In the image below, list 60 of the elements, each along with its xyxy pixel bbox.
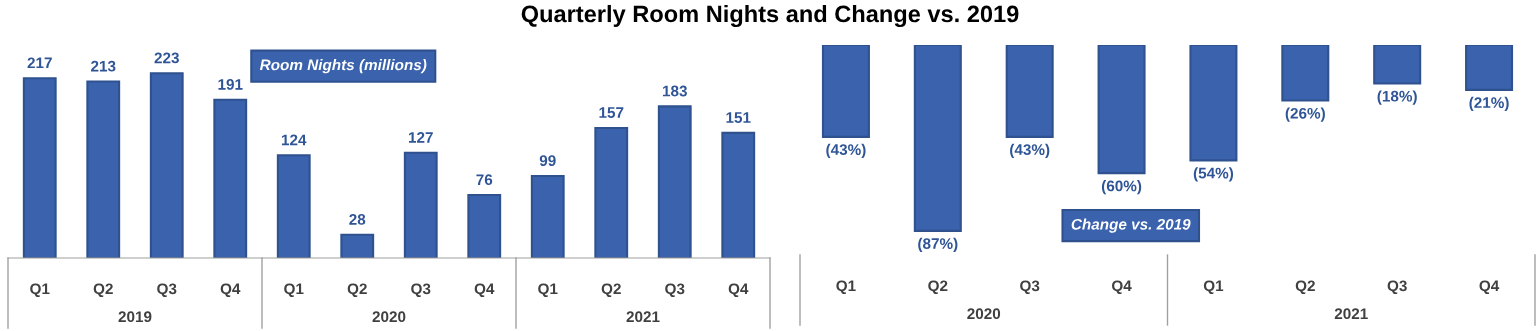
data-label: 151 (726, 112, 751, 123)
x-tick-label: Q1 (538, 283, 558, 298)
x-tick-label: Q4 (1479, 280, 1500, 295)
x-tick-label: Q3 (157, 283, 177, 298)
data-label: (60%) (1101, 180, 1142, 195)
bar (594, 126, 629, 258)
x-tick-label: Q2 (928, 280, 948, 295)
data-label: 157 (599, 107, 624, 118)
x-tick-label: Q3 (1020, 280, 1040, 295)
data-label: (43%) (826, 143, 866, 159)
x-tick-label: Q4 (1112, 280, 1132, 295)
data-label: 127 (408, 132, 433, 143)
bar (340, 233, 375, 258)
x-tick-label: Q2 (93, 283, 113, 298)
x-tick-label: Q4 (728, 283, 749, 298)
x-tick-label: Q2 (347, 283, 367, 298)
x-tick-label: Q2 (601, 283, 621, 298)
x-tick-label: Q2 (1295, 280, 1315, 295)
data-label: (43%) (1010, 143, 1050, 159)
bar (149, 72, 184, 258)
bar (721, 131, 756, 258)
bar (530, 174, 565, 258)
data-label: 183 (662, 85, 687, 97)
data-label: 217 (27, 57, 52, 69)
bar (213, 98, 248, 258)
data-label: 124 (281, 134, 307, 146)
bar (22, 77, 57, 258)
data-label: 99 (539, 155, 556, 167)
bar (86, 80, 121, 258)
data-label: 76 (476, 174, 493, 186)
data-label: (87%) (918, 237, 958, 253)
data-label: (26%) (1285, 107, 1325, 122)
bar (403, 151, 438, 258)
annotation: Change vs. 2019 (1071, 218, 1191, 233)
data-label: (54%) (1193, 167, 1234, 182)
text: 2021 (1334, 308, 1368, 320)
bar (467, 194, 502, 258)
x-tick-label: Q4 (474, 283, 495, 298)
bar (657, 105, 692, 258)
data-label: 213 (91, 60, 116, 72)
data-label: 28 (349, 214, 366, 225)
x-tick-label: Q1 (836, 280, 856, 295)
text: 2021 (626, 311, 660, 323)
annotation: Room Nights (millions) (259, 59, 427, 74)
data-label: (21%) (1469, 96, 1509, 112)
data-label: 191 (218, 78, 243, 90)
x-tick-label: Q1 (1203, 280, 1224, 295)
x-tick-label: Q1 (284, 283, 304, 298)
x-tick-label: Q3 (665, 283, 685, 298)
bar (276, 154, 311, 258)
x-tick-label: Q3 (411, 283, 431, 298)
data-label: 223 (154, 52, 179, 64)
text: 2020 (967, 308, 1001, 320)
x-tick-label: Q3 (1387, 280, 1407, 295)
chart-title: Quarterly Room Nights and Change vs. 2019 (521, 4, 1019, 28)
text: 2020 (372, 311, 406, 323)
text: 2019 (118, 311, 152, 323)
x-tick-label: Q4 (220, 283, 241, 298)
x-tick-label: Q1 (30, 283, 50, 298)
data-label: (18%) (1377, 90, 1417, 105)
